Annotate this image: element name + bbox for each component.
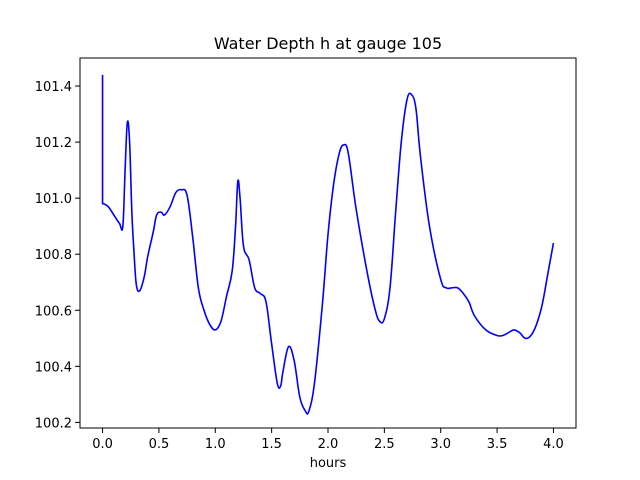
- chart-title: Water Depth h at gauge 105: [214, 34, 442, 53]
- y-tick-label: 100.2: [35, 416, 72, 431]
- x-axis-label: hours: [310, 456, 347, 471]
- x-axis: 0.0 0.5 1.0 1.5 2.0 2.5 3.0 3.5 4.0: [92, 428, 564, 452]
- x-tick-label: 0.0: [92, 437, 113, 452]
- plot-area: [101, 74, 555, 415]
- x-tick-label: 1.0: [205, 437, 226, 452]
- x-tick-label: 3.5: [487, 437, 508, 452]
- x-tick-label: 2.0: [318, 437, 339, 452]
- series-line-0: [101, 74, 555, 415]
- y-tick-label: 100.4: [35, 360, 72, 375]
- x-tick-label: 0.5: [149, 437, 170, 452]
- y-tick-label: 101.2: [35, 136, 72, 151]
- y-tick-label: 100.8: [35, 248, 72, 263]
- y-axis: 100.2 100.4 100.6 100.8 101.0 101.2 101.4: [35, 80, 80, 431]
- x-tick-label: 1.5: [261, 437, 282, 452]
- y-tick-label: 101.4: [35, 80, 72, 95]
- y-tick-label: 100.6: [35, 304, 72, 319]
- y-tick-label: 101.0: [35, 192, 72, 207]
- x-tick-label: 3.0: [430, 437, 451, 452]
- x-tick-label: 2.5: [374, 437, 395, 452]
- x-tick-label: 4.0: [543, 437, 564, 452]
